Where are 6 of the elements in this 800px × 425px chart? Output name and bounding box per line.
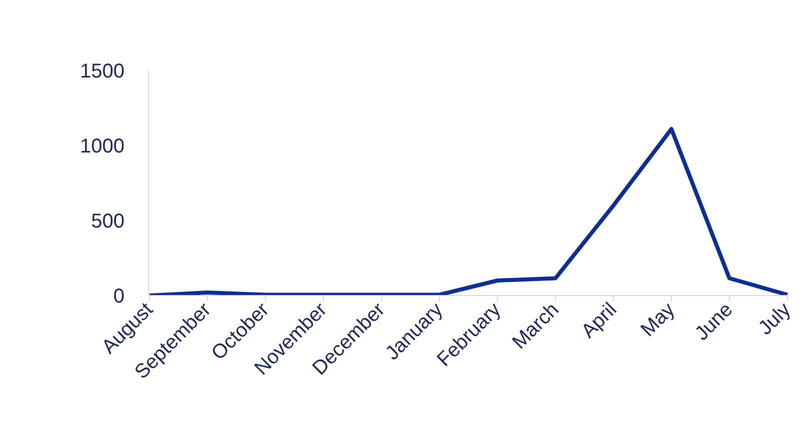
y-tick-label: 1500 [80,60,125,82]
y-tick-label: 0 [113,286,124,308]
y-tick-label: 500 [91,210,125,232]
y-tick-label: 1000 [80,136,125,158]
x-tick-label: July [754,298,796,340]
x-tick-label: May [636,298,680,341]
